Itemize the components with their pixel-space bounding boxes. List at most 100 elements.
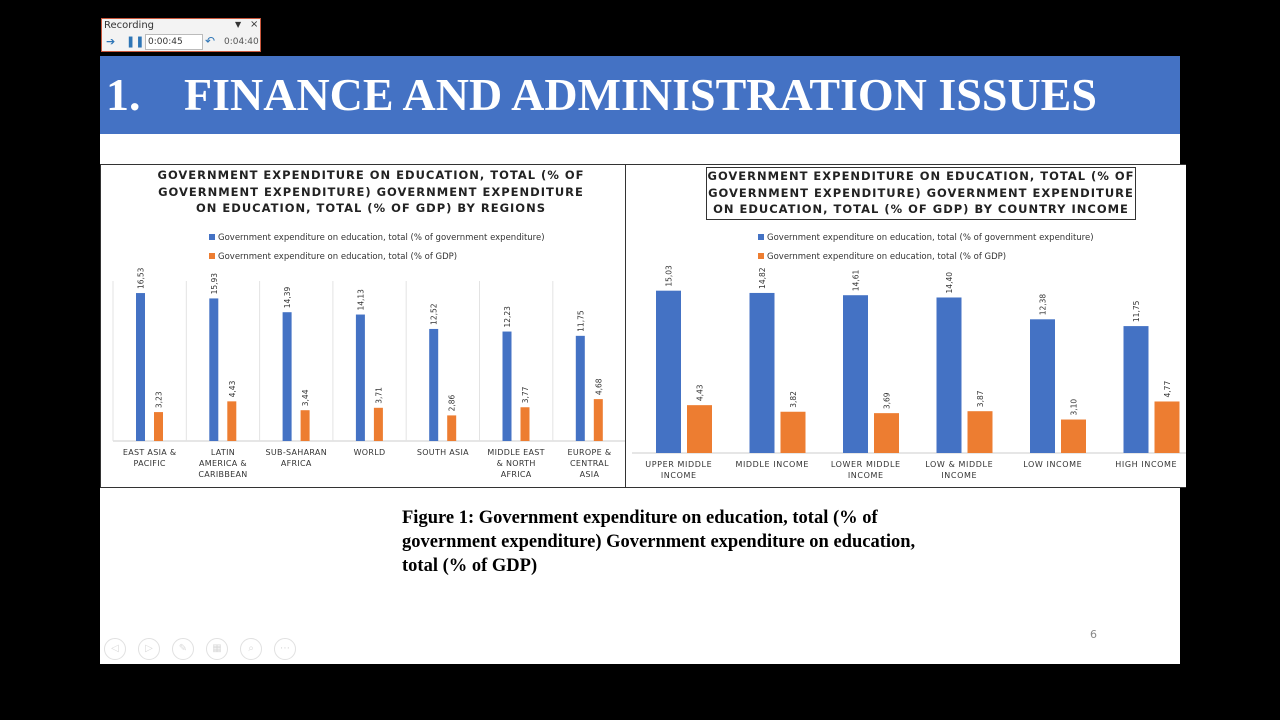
data-label: 14,61: [852, 270, 861, 292]
bar: [780, 411, 806, 453]
data-label: 3,71: [374, 387, 383, 404]
data-label: 14,13: [356, 289, 365, 311]
category-label: PACIFIC: [134, 459, 166, 468]
bar: [1154, 401, 1180, 453]
section-number: 1.: [106, 69, 141, 120]
data-label: 15,93: [210, 273, 219, 295]
bar: [429, 328, 439, 441]
category-label: UPPER MIDDLE: [645, 460, 712, 469]
category-label: LOW INCOME: [1023, 460, 1082, 469]
data-label: 14,40: [945, 272, 954, 294]
data-label: 12,38: [1039, 294, 1048, 316]
bar: [154, 412, 163, 441]
data-label: 16,53: [137, 267, 146, 289]
data-label: 3,77: [521, 386, 530, 403]
data-label: 11,75: [576, 310, 585, 332]
elapsed-time: 0:00:45: [145, 34, 203, 50]
dropdown-icon[interactable]: ▼: [235, 20, 242, 29]
data-label: 2,86: [448, 394, 457, 411]
data-label: 4,43: [696, 384, 705, 401]
category-label: MIDDLE EAST: [487, 448, 544, 457]
legend: Government expenditure on education, tot…: [209, 233, 545, 271]
bar: [687, 405, 712, 453]
data-label: 14,39: [283, 287, 292, 309]
category-label: AFRICA: [281, 459, 312, 468]
pen-icon[interactable]: ✎: [172, 638, 194, 660]
data-label: 3,10: [1070, 399, 1079, 416]
category-label: LOW & MIDDLE: [925, 460, 993, 469]
zoom-icon[interactable]: ⌕: [240, 638, 262, 660]
bar: [282, 312, 292, 441]
category-label: HIGH INCOME: [1115, 460, 1177, 469]
recording-widget[interactable]: Recording ▼ × ➔ ❚❚ 0:00:45 ↶ 0:04:40: [101, 18, 261, 52]
category-label: CARIBBEAN: [198, 470, 247, 479]
category-label: INCOME: [661, 471, 697, 480]
category-label: MIDDLE INCOME: [735, 460, 809, 469]
previous-icon[interactable]: ◁: [104, 638, 126, 660]
data-label: 15,03: [665, 265, 674, 287]
data-label: 12,23: [503, 306, 512, 328]
data-label: 14,82: [758, 267, 767, 289]
data-label: 3,87: [976, 390, 985, 407]
category-label: EAST ASIA &: [123, 448, 176, 457]
undo-icon[interactable]: ↶: [205, 34, 216, 48]
bar: [209, 298, 219, 441]
legend-item: Government expenditure on education, tot…: [209, 233, 545, 243]
legend-item: Government expenditure on education, tot…: [758, 252, 1094, 262]
category-label: SUB-SAHARAN: [266, 448, 328, 457]
bar: [1123, 326, 1149, 453]
slides-icon[interactable]: ▦: [206, 638, 228, 660]
next-arrow-icon[interactable]: ➔: [106, 35, 116, 48]
bar: [227, 401, 237, 441]
slide-title: FINANCE AND ADMINISTRATION ISSUES: [184, 69, 1097, 120]
close-icon[interactable]: ×: [250, 19, 259, 30]
legend-item: Government expenditure on education, tot…: [209, 252, 545, 262]
data-label: 3,44: [301, 389, 310, 406]
bar: [874, 413, 899, 453]
page-number: 6: [1090, 628, 1097, 641]
data-label: 4,43: [228, 380, 237, 397]
data-label: 4,68: [594, 378, 603, 395]
bar: [373, 407, 383, 441]
category-label: AMERICA &: [199, 459, 247, 468]
recording-title: Recording: [104, 20, 155, 31]
bar: [520, 407, 530, 441]
bar: [593, 399, 603, 441]
category-label: INCOME: [941, 471, 977, 480]
data-label: 11,75: [1132, 300, 1141, 322]
bar: [300, 410, 310, 441]
bar: [136, 293, 145, 441]
data-label: 3,82: [789, 391, 798, 408]
chart-by-income: GOVERNMENT EXPENDITURE ON EDUCATION, TOT…: [625, 164, 1193, 488]
bar: [656, 290, 681, 453]
pause-icon[interactable]: ❚❚: [126, 35, 145, 48]
chart-title: GOVERNMENT EXPENDITURE ON EDUCATION, TOT…: [706, 167, 1136, 220]
chart-plot: 16,53 3,23 EAST ASIA & PACIFIC 15,93 4,43 LATI…: [112, 267, 627, 479]
bar: [355, 314, 365, 441]
category-label: LATIN: [211, 448, 235, 457]
next-icon[interactable]: ▷: [138, 638, 160, 660]
bar: [1030, 319, 1055, 453]
data-label: 4,77: [1163, 381, 1172, 398]
more-icon[interactable]: ⋯: [274, 638, 296, 660]
category-label: EUROPE &: [568, 448, 612, 457]
total-time: 0:04:40: [224, 37, 259, 47]
legend-item: Government expenditure on education, tot…: [758, 233, 1094, 243]
bar: [967, 411, 993, 453]
chart-by-regions: GOVERNMENT EXPENDITURE ON EDUCATION, TOT…: [100, 164, 627, 488]
bar: [936, 297, 962, 453]
bar: [749, 292, 775, 453]
bar: [447, 415, 457, 441]
data-label: 12,52: [430, 303, 439, 325]
category-label: AFRICA: [501, 470, 532, 479]
data-label: 3,23: [155, 391, 164, 408]
title-banner: 1. FINANCE AND ADMINISTRATION ISSUES: [100, 56, 1180, 134]
category-label: ASIA: [580, 470, 600, 479]
category-label: & NORTH: [497, 459, 536, 468]
category-label: SOUTH ASIA: [417, 448, 469, 457]
chart-plot: 15,03 4,43 UPPER MIDDLE INCOME 14,82 3,82 MIDD…: [632, 265, 1193, 480]
slideshow-toolbar: ◁ ▷ ✎ ▦ ⌕ ⋯: [104, 638, 296, 660]
category-label: LOWER MIDDLE: [831, 460, 901, 469]
bar: [843, 295, 868, 453]
figure-caption: Figure 1: Government expenditure on educ…: [402, 508, 916, 576]
